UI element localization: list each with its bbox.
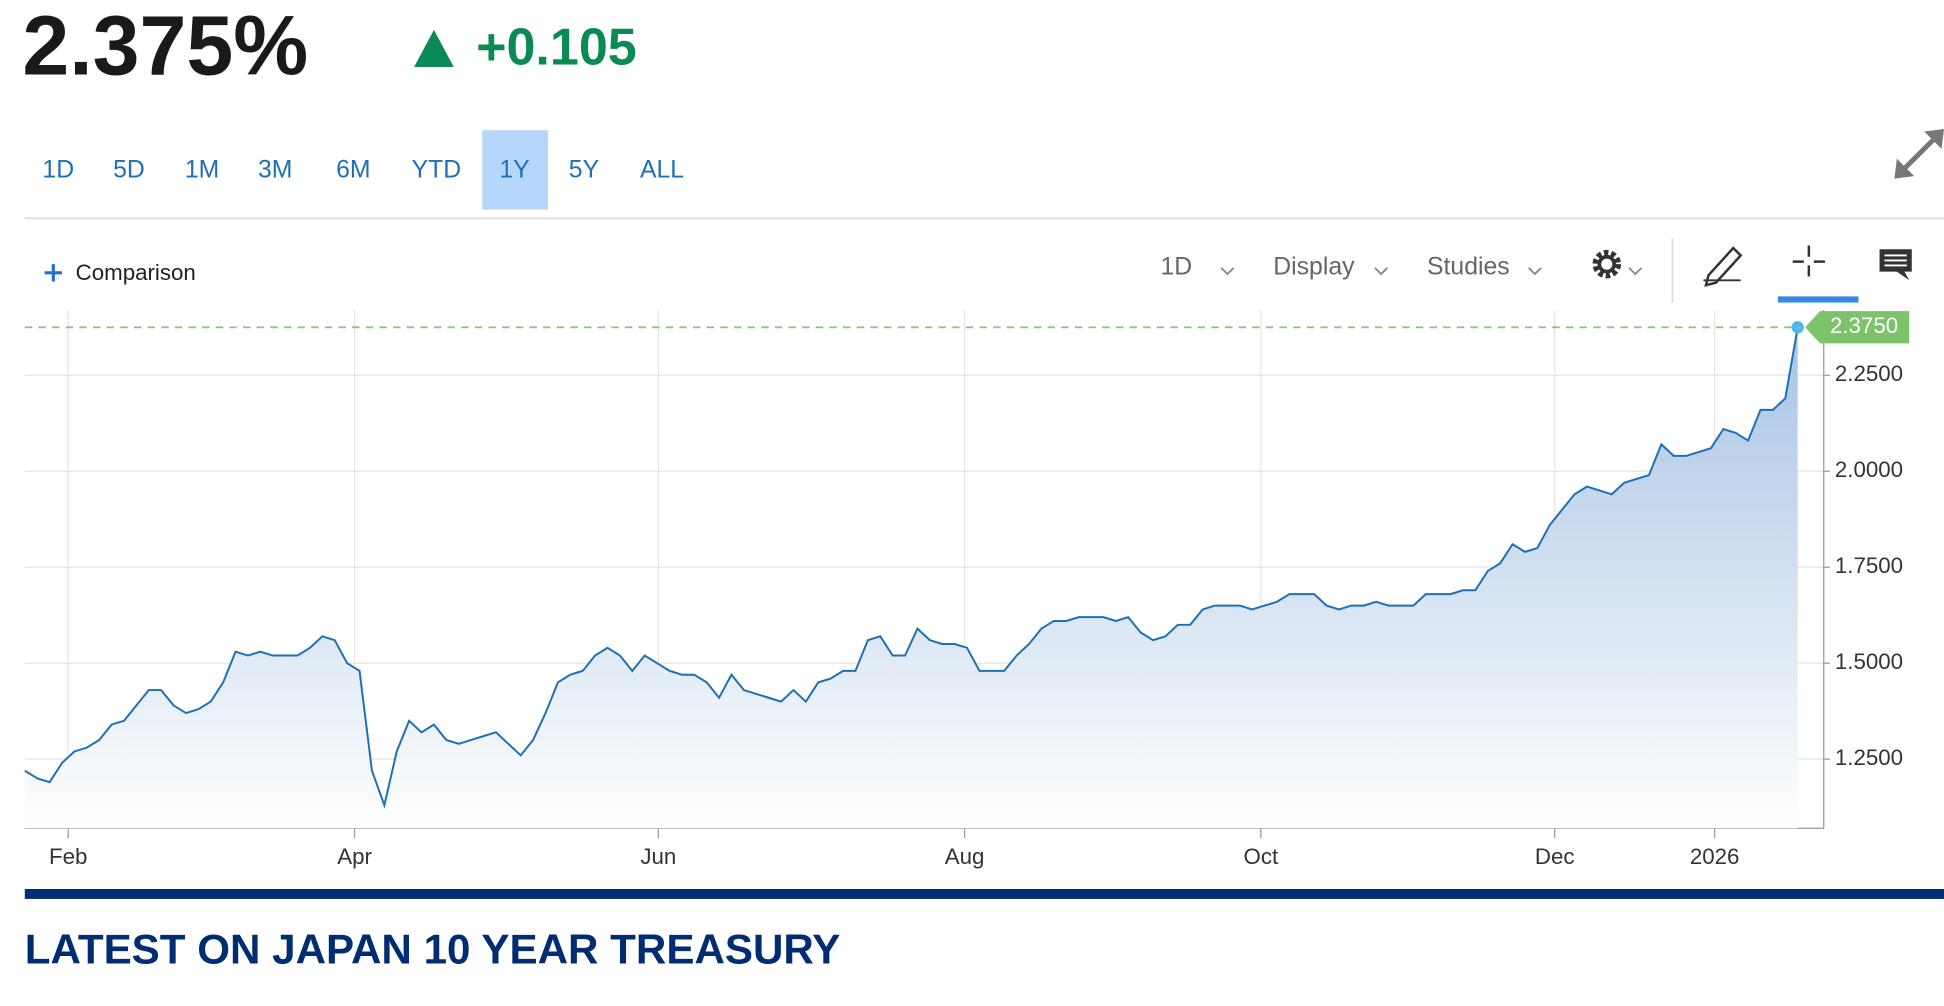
range-label: ALL [640,157,684,184]
expand-icon [1894,129,1944,179]
x-tick-label: Oct [1244,844,1279,869]
up-arrow [414,29,454,68]
y-tick-label: 1.5000 [1835,649,1903,674]
price-line [24,327,1799,809]
interval-label: 1D [1160,253,1192,280]
section-title: LATEST ON JAPAN 10 YEAR TREASURY [25,925,841,972]
range-button[interactable]: 3M [258,157,292,184]
price-change: +0.105 [476,19,637,77]
area-fill [24,327,1798,829]
chart: 1.2500 1.5000 1.7500 2.0000 2.2500 Feb Apr Jun A… [24,310,1910,869]
range-highlight [482,130,548,210]
chevron [1528,267,1542,276]
comment-button[interactable] [1879,249,1912,281]
x-tick-label: Dec [1535,844,1575,869]
range-button[interactable]: YTD [412,157,462,184]
comparison-button[interactable]: Comparison [44,260,196,285]
display-label: Display [1273,253,1355,280]
range-button[interactable]: 6M [336,157,370,184]
range-button[interactable]: 5Y [569,157,599,184]
price-badge-label: 2.3750 [1830,313,1898,338]
studies-menu[interactable]: Studies [1427,253,1542,280]
interval-menu[interactable]: 1D [1160,253,1235,280]
range-button[interactable]: ALL [640,157,684,184]
active-underline [1777,296,1859,303]
price-badge [1805,311,1910,344]
range-label: 5D [113,157,145,184]
plus-icon [44,264,62,282]
range-label: 1D [42,157,74,184]
range-label: YTD [412,157,462,184]
pencil-icon [1704,246,1743,287]
range-label: 1Y [499,157,529,184]
range-button[interactable]: 1M [185,157,219,184]
range-label: 6M [336,157,370,184]
range-button[interactable]: 1D [42,157,74,184]
section-rule [24,889,1944,899]
comment-lines [1884,254,1907,267]
x-tick-label: Apr [337,844,372,869]
range-button[interactable]: 5D [113,157,145,184]
y-tick-label: 1.7500 [1835,553,1903,578]
y-tick-label: 2.2500 [1835,361,1903,386]
chevron [1220,267,1235,276]
y-tick-label: 2.0000 [1835,457,1903,482]
price: 2.375% [22,0,308,92]
range-bar: 1D 5D 1M 3M 6M YTD 1Y 5Y ALL [42,130,684,210]
x-tick-label: Feb [49,844,87,869]
crosshair-icon [1792,245,1825,277]
range-label: 5Y [569,157,599,184]
x-tick-label: Jun [640,844,676,869]
draw-button[interactable] [1703,246,1743,287]
chevron [1628,267,1643,276]
gear-hub [1597,254,1617,274]
range-label: 1M [185,157,219,184]
gear-icon [1592,249,1622,279]
range-button[interactable]: 1Y [482,130,548,210]
chevron [1374,267,1388,276]
crosshair-button[interactable] [1777,245,1859,303]
settings-menu[interactable] [1592,249,1643,279]
range-label: 3M [258,157,292,184]
y-tick-label: 1.2500 [1835,745,1903,770]
display-menu[interactable]: Display [1273,253,1388,280]
x-tick-label: 2026 [1690,844,1740,869]
comparison-label: Comparison [76,260,196,285]
x-tick-label: Aug [945,844,985,869]
studies-label: Studies [1427,253,1510,280]
